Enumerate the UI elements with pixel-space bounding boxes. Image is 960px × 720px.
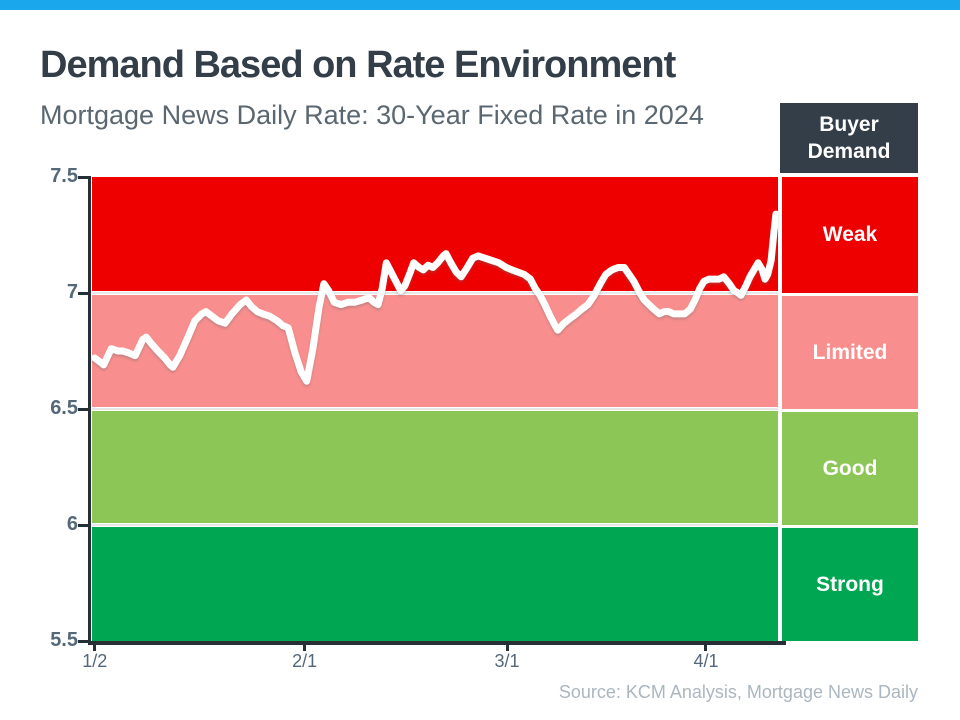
y-tick: [78, 291, 88, 295]
x-tick-label: 4/1: [693, 651, 719, 671]
band-good: [92, 409, 778, 525]
x-tick: [93, 645, 97, 651]
y-tick: [78, 523, 88, 527]
x-tick: [505, 645, 509, 651]
legend-row-label: Weak: [822, 223, 878, 246]
y-tick-label: 5.5: [50, 629, 78, 651]
y-tick: [78, 407, 88, 411]
legend-row-label: Limited: [812, 340, 888, 364]
legend-row-weak: Weak: [782, 177, 918, 293]
legend-row-limited: Limited: [782, 293, 918, 409]
plot-area: [92, 177, 778, 641]
band-separator: [92, 523, 778, 527]
y-tick-label: 7.5: [50, 165, 78, 187]
y-tick-label: 6.5: [50, 397, 78, 419]
legend-row-label: Good: [822, 456, 878, 480]
page-subtitle: Mortgage News Daily Rate: 30-Year Fixed …: [40, 100, 704, 130]
legend-header: Buyer Demand: [780, 103, 918, 173]
x-tick: [704, 645, 708, 651]
page-title: Demand Based on Rate Environment: [40, 44, 676, 86]
x-axis-line: [88, 641, 786, 645]
legend-column: Weak Limited Good Strong: [782, 177, 918, 641]
y-tick: [78, 175, 88, 179]
x-tick-label: 1/2: [82, 651, 108, 671]
band-weak: [92, 177, 778, 293]
source-attribution: Source: KCM Analysis, Mortgage News Dail…: [558, 682, 918, 702]
x-tick-label: 3/1: [494, 651, 520, 671]
y-tick-label: 7: [66, 281, 78, 303]
y-tick-label: 6: [66, 513, 78, 535]
y-tick: [78, 639, 88, 643]
legend-row-strong: Strong: [782, 525, 918, 641]
x-tick-label: 2/1: [292, 651, 318, 671]
x-tick: [303, 645, 307, 651]
band-separator: [92, 291, 778, 295]
band-strong: [92, 525, 778, 641]
legend-row-label: Strong: [816, 572, 884, 596]
band-separator: [92, 407, 778, 411]
top-accent-bar: [0, 0, 960, 10]
y-axis-line: [88, 176, 91, 645]
legend-row-good: Good: [782, 409, 918, 525]
rate-line: [92, 210, 778, 385]
